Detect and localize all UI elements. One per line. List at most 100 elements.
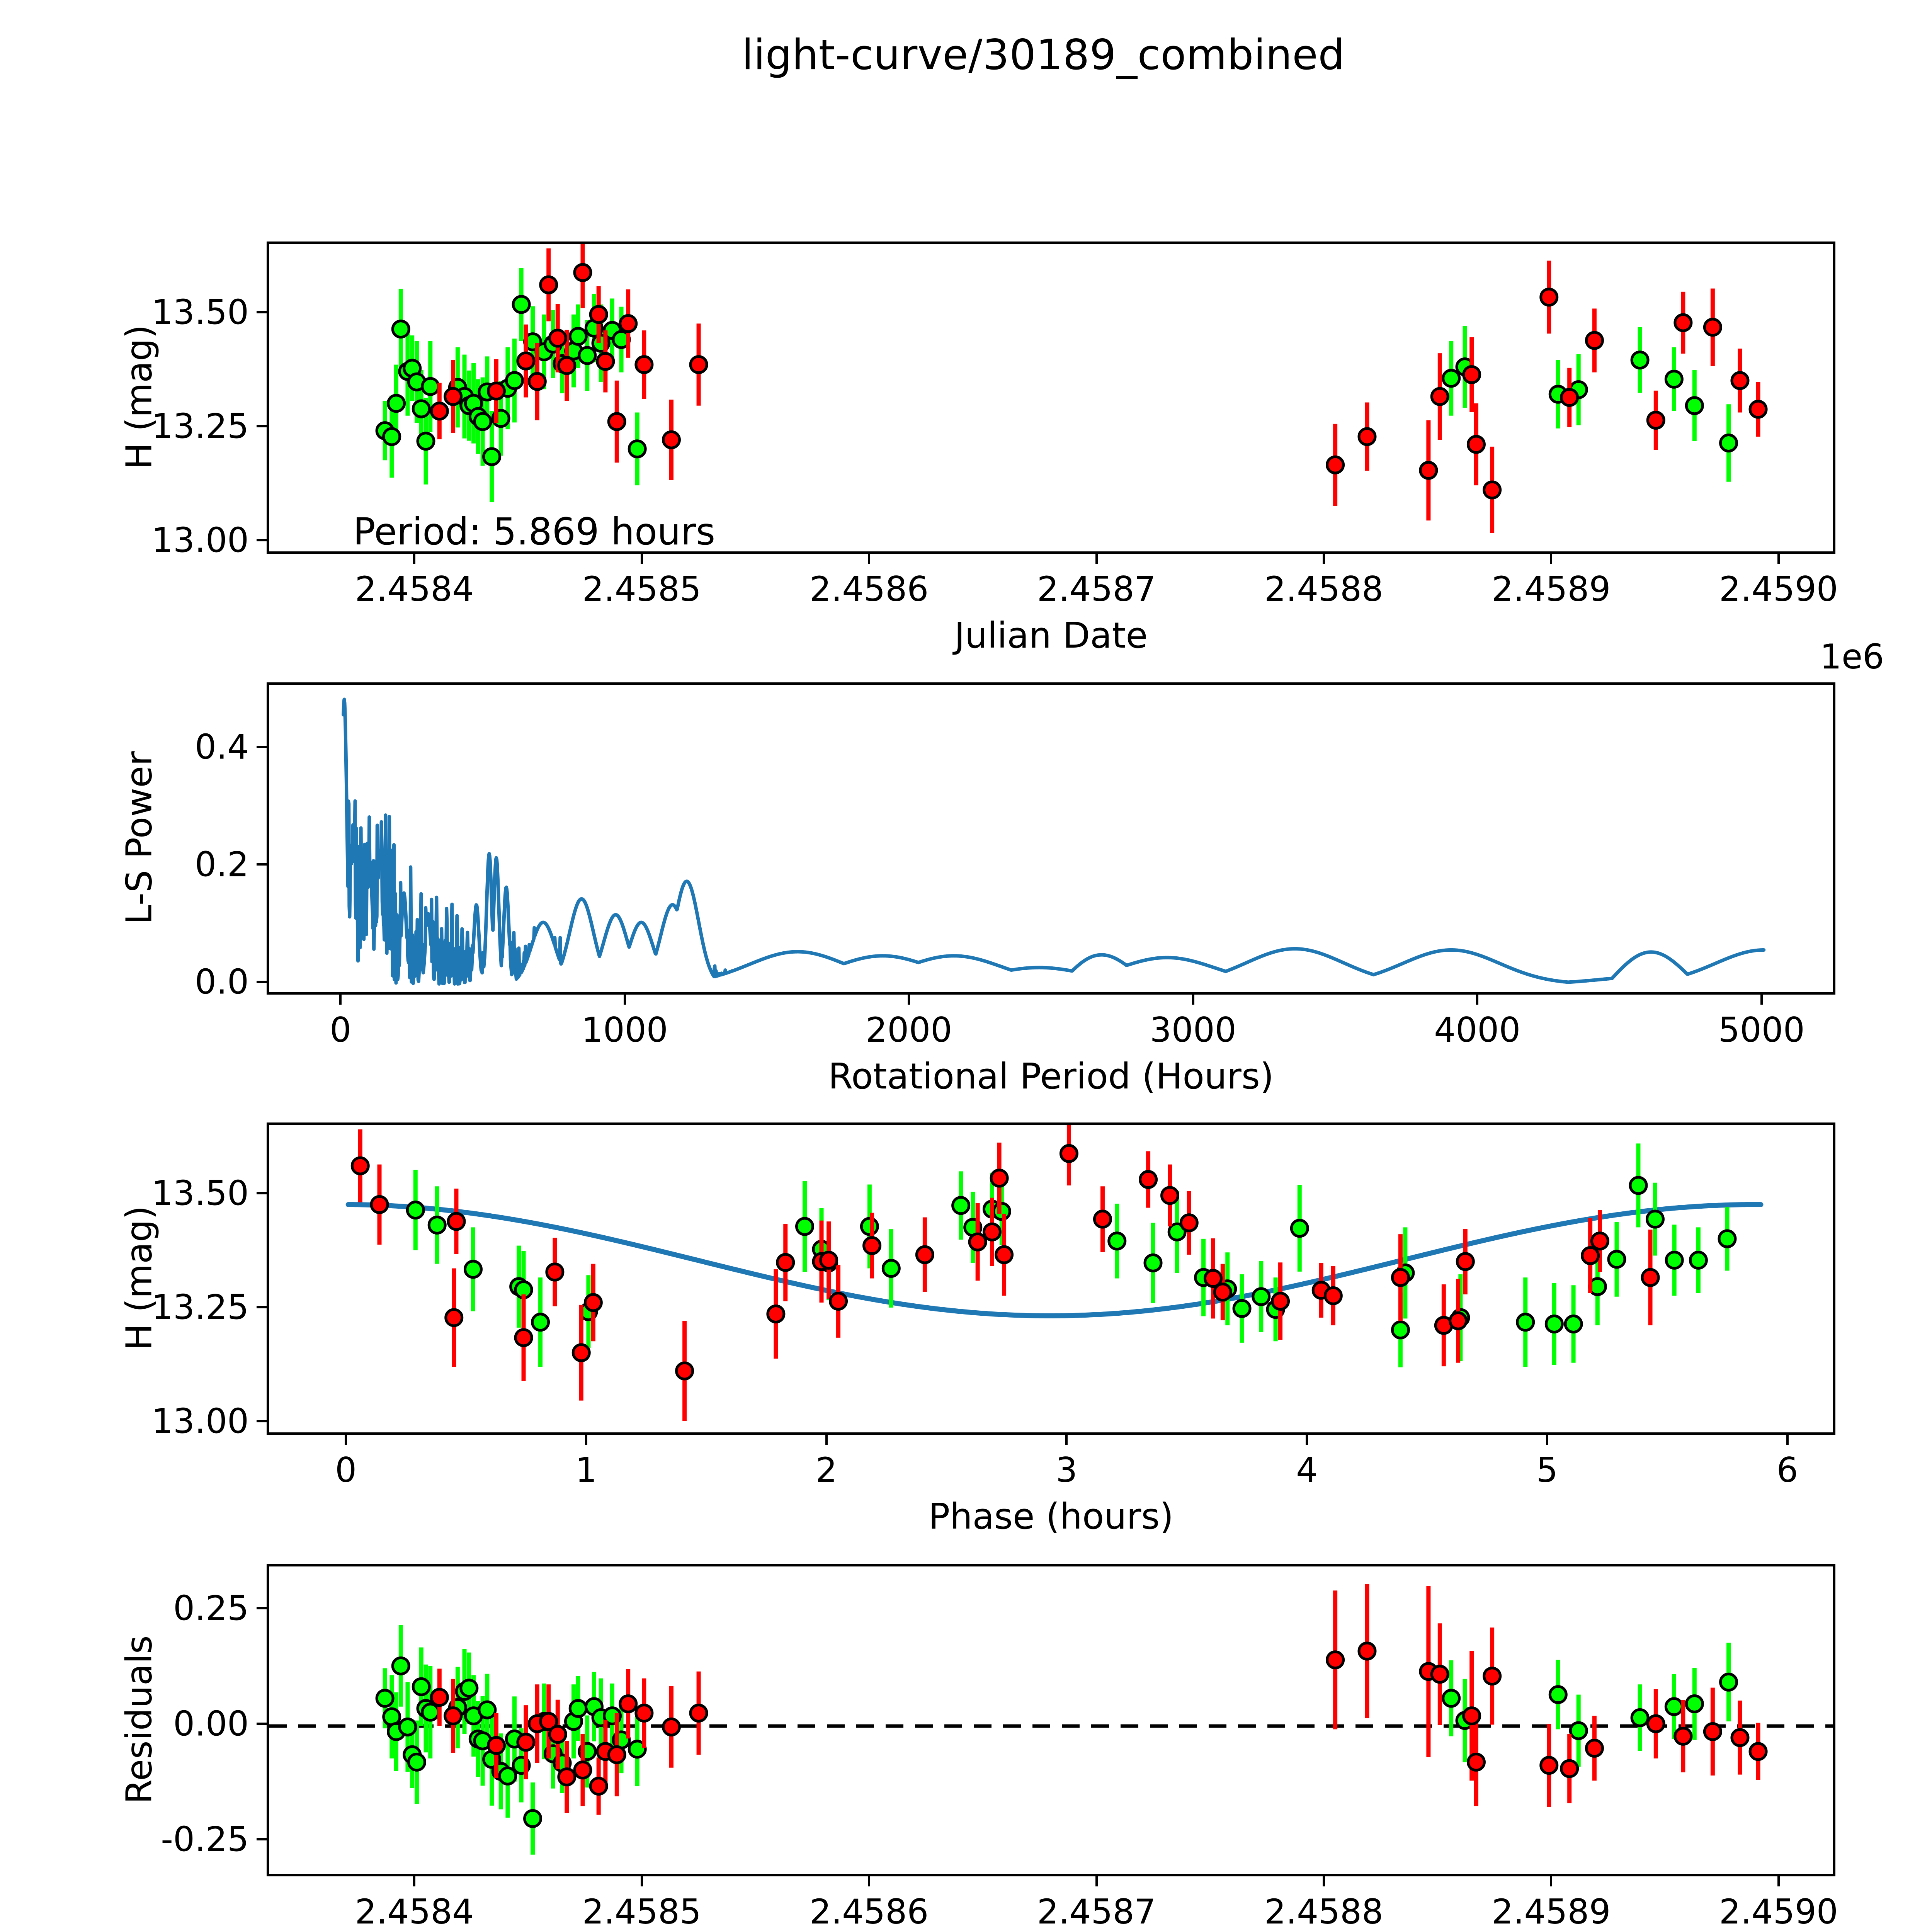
panel-phasefold-canvas	[345, 1125, 1764, 1421]
x-tickmark	[1550, 1876, 1553, 1886]
x-tick-label: 4000	[1434, 1010, 1521, 1050]
x-tick-label: 2.4584	[355, 569, 474, 609]
datapoints-red	[430, 263, 1768, 500]
x-tickmark	[623, 995, 626, 1005]
panel-residuals-canvas	[269, 1584, 1833, 1855]
datapoints-red	[430, 1641, 1768, 1796]
y-tick-label: 13.25	[151, 1287, 249, 1327]
x-tick-label: 2.4589	[1492, 1892, 1611, 1932]
panel-lightcurve-canvas	[375, 244, 1768, 534]
x-tickmark	[868, 554, 871, 564]
x-tick-label: 0	[335, 1450, 357, 1490]
x-tick-label: 2.4585	[582, 1892, 701, 1932]
x-tick-label: 2.4585	[582, 569, 701, 609]
y-tickmark	[257, 980, 267, 983]
panel-phasefold-plot-area	[269, 1125, 1833, 1432]
errorbars-green	[383, 1625, 1731, 1855]
x-tick-label: 4	[1296, 1450, 1318, 1490]
x-tick-label: 2	[815, 1450, 837, 1490]
x-tickmark	[825, 1435, 828, 1445]
panel-phasefold-xlabel: Phase (hours)	[928, 1496, 1174, 1537]
panel-residuals-ylabel: Residuals	[118, 1635, 160, 1804]
datapoints-red	[350, 1144, 1660, 1381]
x-tickmark	[339, 995, 342, 1005]
x-tick-label: 2.4590	[1719, 569, 1838, 609]
period-annotation: Period: 5.869 hours	[353, 510, 716, 553]
x-tickmark	[640, 1876, 643, 1886]
x-tickmark	[1786, 1435, 1789, 1445]
ls-power-line	[342, 697, 1766, 986]
x-tick-label: 3	[1056, 1450, 1078, 1490]
y-tickmark	[257, 1420, 267, 1422]
x-tickmark	[1065, 1435, 1068, 1445]
x-tick-label: 2.4589	[1492, 569, 1611, 609]
y-tickmark	[257, 1192, 267, 1194]
x-tickmark	[1306, 1435, 1308, 1445]
y-tick-label: 13.50	[151, 1173, 249, 1213]
y-tick-label: -0.25	[161, 1819, 249, 1859]
x-tick-label: 1000	[581, 1010, 668, 1050]
panel-lightcurve-plot-area	[269, 244, 1833, 551]
x-tick-label: 6	[1776, 1450, 1798, 1490]
x-tick-label: 2.4588	[1264, 569, 1384, 609]
y-tick-label: 0.25	[173, 1588, 249, 1628]
x-tick-label: 0	[330, 1010, 352, 1050]
y-tickmark	[257, 1722, 267, 1725]
x-tickmark	[413, 1876, 416, 1886]
x-tick-label: 5000	[1718, 1010, 1805, 1050]
x-tick-label: 2.4587	[1037, 1892, 1156, 1932]
x-tick-label: 1	[575, 1450, 597, 1490]
y-tick-label: 13.50	[151, 292, 249, 332]
x-tickmark	[1546, 1435, 1548, 1445]
panel-residuals-axes	[267, 1564, 1835, 1876]
y-tick-label: 13.00	[151, 1401, 249, 1441]
x-tickmark	[1476, 995, 1479, 1005]
y-tickmark	[257, 311, 267, 313]
y-tickmark	[257, 539, 267, 541]
y-tickmark	[257, 1838, 267, 1841]
y-tickmark	[257, 1306, 267, 1308]
panel-lightcurve-xlabel: Julian Date	[954, 615, 1148, 656]
y-tickmark	[257, 425, 267, 427]
panel-phasefold-axes	[267, 1122, 1835, 1435]
x-tickmark	[908, 995, 910, 1005]
x-tickmark	[345, 1435, 347, 1445]
x-tickmark	[1323, 554, 1325, 564]
x-tickmark	[640, 554, 643, 564]
figure-title: light-curve/30189_combined	[742, 31, 1345, 79]
x-tick-label: 5	[1536, 1450, 1558, 1490]
panel-periodogram-canvas	[342, 697, 1766, 986]
x-tick-label: 2.4586	[810, 1892, 929, 1932]
panel-periodogram-xlabel: Rotational Period (Hours)	[828, 1056, 1274, 1097]
x-tickmark	[1760, 995, 1763, 1005]
x-tickmark	[1192, 995, 1194, 1005]
x-tickmark	[1095, 1876, 1098, 1886]
x-tickmark	[585, 1435, 587, 1445]
y-tick-label: 13.25	[151, 406, 249, 446]
x-tick-label: 3000	[1150, 1010, 1236, 1050]
y-tickmark	[257, 1607, 267, 1609]
y-tickmark	[257, 863, 267, 866]
x-tickmark	[413, 554, 416, 564]
y-tick-label: 0.2	[195, 844, 249, 884]
panel-lightcurve-axes: Period: 5.869 hours	[267, 242, 1835, 554]
x-tick-label: 2.4588	[1264, 1892, 1384, 1932]
x-tick-label: 2.4586	[810, 569, 929, 609]
y-tick-label: 0.00	[173, 1704, 249, 1744]
x-tick-label: 2.4584	[355, 1892, 474, 1932]
x-tickmark	[868, 1876, 871, 1886]
datapoints-green	[375, 1656, 1738, 1828]
y-tick-label: 13.00	[151, 520, 249, 560]
x-tickmark	[1323, 1876, 1325, 1886]
x-tickmark	[1550, 554, 1553, 564]
panel-residuals-plot-area	[269, 1566, 1833, 1874]
y-tickmark	[257, 746, 267, 748]
x-tickmark	[1095, 554, 1098, 564]
x-tickmark	[1777, 554, 1780, 564]
x-axis-offset-text: 1e6	[1820, 637, 1884, 677]
